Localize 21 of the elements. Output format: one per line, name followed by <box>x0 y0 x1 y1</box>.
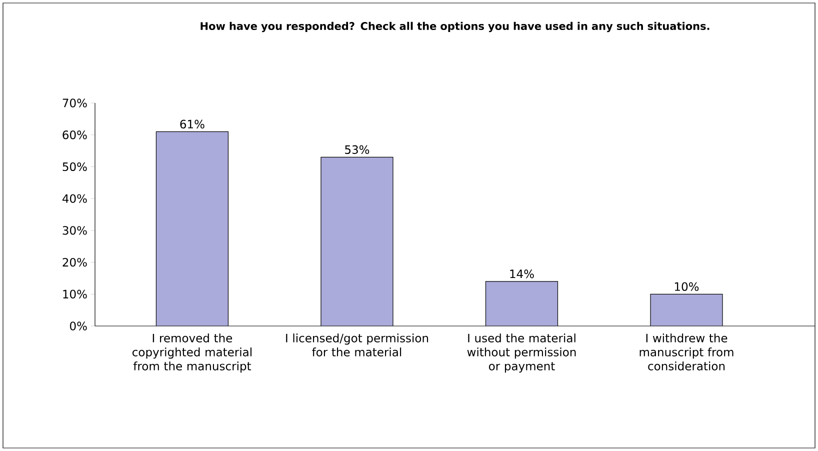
data-label: 14% <box>510 270 534 278</box>
y-tick-label: 30% <box>62 226 87 235</box>
y-tick-label: 50% <box>62 162 87 172</box>
bar <box>156 132 228 326</box>
bar <box>486 281 558 326</box>
data-label: 10% <box>674 282 699 291</box>
y-tick-label: 40% <box>62 194 87 203</box>
y-tick-label: 20% <box>62 258 87 267</box>
y-tick-label: 60% <box>62 130 87 140</box>
x-tick-label: I removed the copyrighted material from the manuscript <box>132 334 252 373</box>
y-tick-label: 10% <box>63 290 87 298</box>
bar <box>650 294 723 326</box>
bar <box>320 157 393 326</box>
chart-title: How have you responded? Check all the options you have used in any such situations. <box>200 22 710 32</box>
data-label: 53% <box>345 145 370 154</box>
x-tick-label: I used the material without permission or payment <box>467 334 576 373</box>
x-tick-label: I licensed/got permission for the material <box>286 334 428 356</box>
x-tick-label: I withdrew the manuscript from consideration <box>640 334 734 370</box>
y-tick-label: 0% <box>70 322 87 330</box>
data-label: 61% <box>180 120 204 128</box>
y-tick-label: 70% <box>62 98 87 108</box>
